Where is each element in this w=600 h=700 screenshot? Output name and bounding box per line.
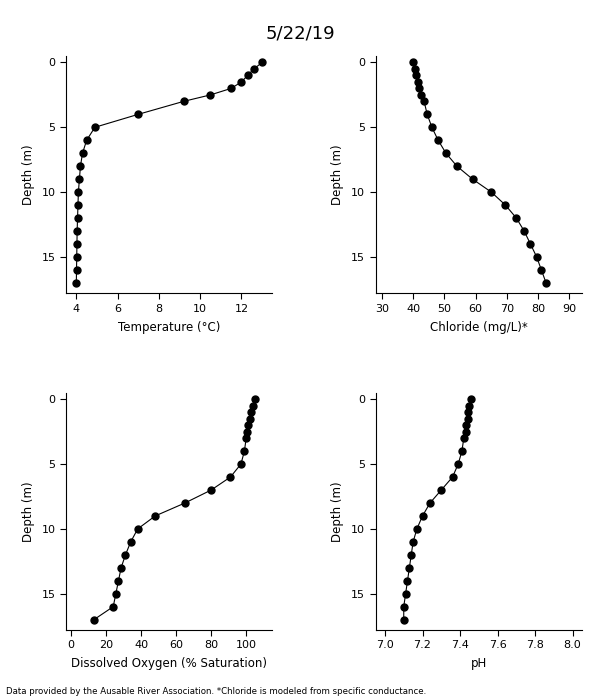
- Y-axis label: Depth (m): Depth (m): [331, 144, 344, 205]
- X-axis label: Dissolved Oxygen (% Saturation): Dissolved Oxygen (% Saturation): [71, 657, 267, 671]
- X-axis label: Chloride (mg/L)*: Chloride (mg/L)*: [430, 321, 527, 334]
- Y-axis label: Depth (m): Depth (m): [22, 144, 35, 205]
- Y-axis label: Depth (m): Depth (m): [331, 481, 344, 542]
- Text: Data provided by the Ausable River Association. *Chloride is modeled from specif: Data provided by the Ausable River Assoc…: [6, 687, 426, 696]
- Text: 5/22/19: 5/22/19: [265, 25, 335, 43]
- Y-axis label: Depth (m): Depth (m): [22, 481, 35, 542]
- X-axis label: pH: pH: [470, 657, 487, 671]
- X-axis label: Temperature (°C): Temperature (°C): [118, 321, 220, 334]
